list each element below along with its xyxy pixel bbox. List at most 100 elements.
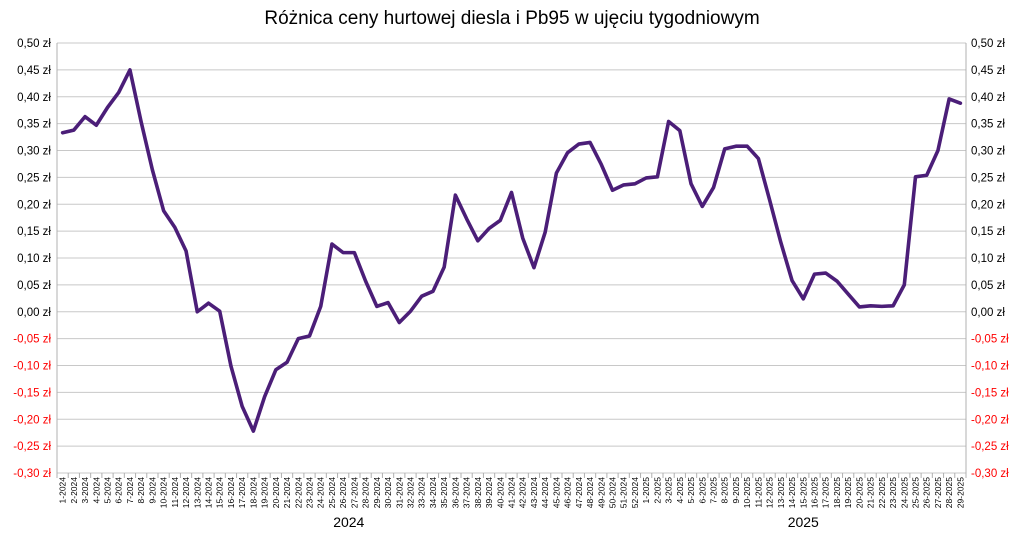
x-tick-label: 41-2024 [507, 477, 517, 508]
x-tick-label: 26-2025 [922, 477, 932, 508]
x-tick-label: 47-2024 [574, 477, 584, 508]
x-tick-label: 17-2025 [821, 477, 831, 508]
y-tick-label-left: 0,05 zł [17, 280, 51, 292]
x-tick-label: 11-2025 [753, 477, 763, 508]
x-tick-label: 24-2025 [899, 477, 909, 508]
y-tick-label-left: 0,45 zł [17, 65, 51, 77]
y-tick-label-right: 0,00 zł [971, 307, 1005, 319]
y-tick-label-right: 0,20 zł [971, 199, 1005, 211]
x-tick-label: 36-2024 [450, 477, 460, 508]
y-tick-label-right: -0,30 zł [971, 468, 1009, 480]
x-tick-label: 16-2024 [226, 477, 236, 508]
x-tick-label: 32-2024 [406, 477, 416, 508]
x-tick-label: 1-2025 [641, 477, 651, 504]
y-tick-label-right: 0,05 zł [971, 280, 1005, 292]
x-tick-label: 28-2025 [944, 477, 954, 508]
x-tick-label: 21-2024 [282, 477, 292, 508]
x-tick-label: 8-2024 [136, 477, 146, 504]
x-tick-label: 42-2024 [518, 477, 528, 508]
x-tick-label: 3-2024 [80, 477, 90, 504]
x-tick-label: 40-2024 [495, 477, 505, 508]
x-tick-label: 22-2025 [877, 477, 887, 508]
x-tick-label: 8-2025 [720, 477, 730, 504]
x-tick-label: 26-2024 [338, 477, 348, 508]
y-tick-label-left: 0,15 zł [17, 226, 51, 238]
x-tick-label: 4-2024 [91, 477, 101, 504]
y-tick-label-left: -0,20 zł [13, 414, 51, 426]
y-tick-label-right: 0,35 zł [971, 119, 1005, 131]
year-label: 2024 [333, 514, 364, 530]
x-tick-label: 35-2024 [439, 477, 449, 508]
x-tick-label: 19-2025 [843, 477, 853, 508]
y-tick-label-left: -0,15 zł [13, 387, 51, 399]
x-tick-label: 20-2025 [854, 477, 864, 508]
x-tick-label: 11-2024 [170, 477, 180, 508]
x-tick-label: 9-2025 [731, 477, 741, 504]
x-tick-label: 46-2024 [563, 477, 573, 508]
x-tick-label: 44-2024 [540, 477, 550, 508]
y-tick-label-left: 0,50 zł [17, 38, 51, 50]
x-tick-label: 37-2024 [462, 477, 472, 508]
x-tick-label: 12-2024 [181, 477, 191, 508]
y-tick-label-right: -0,25 zł [971, 441, 1009, 453]
y-tick-label-left: -0,25 zł [13, 441, 51, 453]
y-tick-label-right: 0,15 zł [971, 226, 1005, 238]
x-tick-label: 19-2024 [260, 477, 270, 508]
x-tick-label: 4-2025 [675, 477, 685, 504]
y-tick-label-right: 0,10 zł [971, 253, 1005, 265]
x-tick-label: 14-2024 [204, 477, 214, 508]
x-tick-label: 14-2025 [787, 477, 797, 508]
x-tick-label: 3-2025 [664, 477, 674, 504]
x-tick-label: 51-2024 [619, 477, 629, 508]
x-tick-label: 23-2025 [888, 477, 898, 508]
x-tick-label: 15-2025 [798, 477, 808, 508]
y-tick-label-right: 0,40 zł [971, 92, 1005, 104]
x-tick-label: 33-2024 [417, 477, 427, 508]
x-tick-label: 25-2025 [911, 477, 921, 508]
y-tick-label-right: -0,05 zł [971, 334, 1009, 346]
x-tick-label: 12-2025 [765, 477, 775, 508]
x-tick-label: 10-2025 [742, 477, 752, 508]
x-tick-label: 49-2024 [596, 477, 606, 508]
x-tick-label: 23-2024 [305, 477, 315, 508]
x-tick-label: 10-2024 [159, 477, 169, 508]
series-line [60, 68, 963, 433]
x-tick-label: 6-2025 [697, 477, 707, 504]
x-tick-label: 29-2025 [955, 477, 965, 508]
x-tick-label: 5-2025 [686, 477, 696, 504]
x-tick-label: 6-2024 [114, 477, 124, 504]
y-tick-label-left: 0,30 zł [17, 146, 51, 158]
x-tick-label: 1-2024 [58, 477, 68, 504]
x-tick-label: 13-2025 [776, 477, 786, 508]
x-tick-label: 2-2025 [652, 477, 662, 504]
x-tick-label: 5-2024 [103, 477, 113, 504]
y-tick-label-left: 0,20 zł [17, 199, 51, 211]
x-tick-label: 27-2024 [349, 477, 359, 508]
x-tick-label: 50-2024 [608, 477, 618, 508]
y-tick-label-right: -0,20 zł [971, 414, 1009, 426]
x-tick-label: 18-2025 [832, 477, 842, 508]
y-tick-label-right: 0,50 zł [971, 38, 1005, 50]
x-tick-label: 29-2024 [372, 477, 382, 508]
x-tick-label: 43-2024 [529, 477, 539, 508]
y-tick-label-left: -0,30 zł [13, 468, 51, 480]
x-tick-label: 2-2024 [69, 477, 79, 504]
x-tick-label: 7-2025 [709, 477, 719, 504]
x-tick-label: 52-2024 [630, 477, 640, 508]
x-tick-label: 9-2024 [147, 477, 157, 504]
x-tick-label: 45-2024 [551, 477, 561, 508]
year-label: 2025 [788, 514, 819, 530]
y-tick-label-left: 0,35 zł [17, 119, 51, 131]
x-tick-label: 34-2024 [428, 477, 438, 508]
x-tick-label: 48-2024 [585, 477, 595, 508]
y-tick-label-left: 0,00 zł [17, 307, 51, 319]
x-tick-label: 38-2024 [473, 477, 483, 508]
x-tick-label: 24-2024 [316, 477, 326, 508]
x-tick-label: 17-2024 [237, 477, 247, 508]
x-tick-label: 15-2024 [215, 477, 225, 508]
y-tick-label-right: 0,45 zł [971, 65, 1005, 77]
x-tick-label: 31-2024 [394, 477, 404, 508]
x-tick-label: 28-2024 [361, 477, 371, 508]
